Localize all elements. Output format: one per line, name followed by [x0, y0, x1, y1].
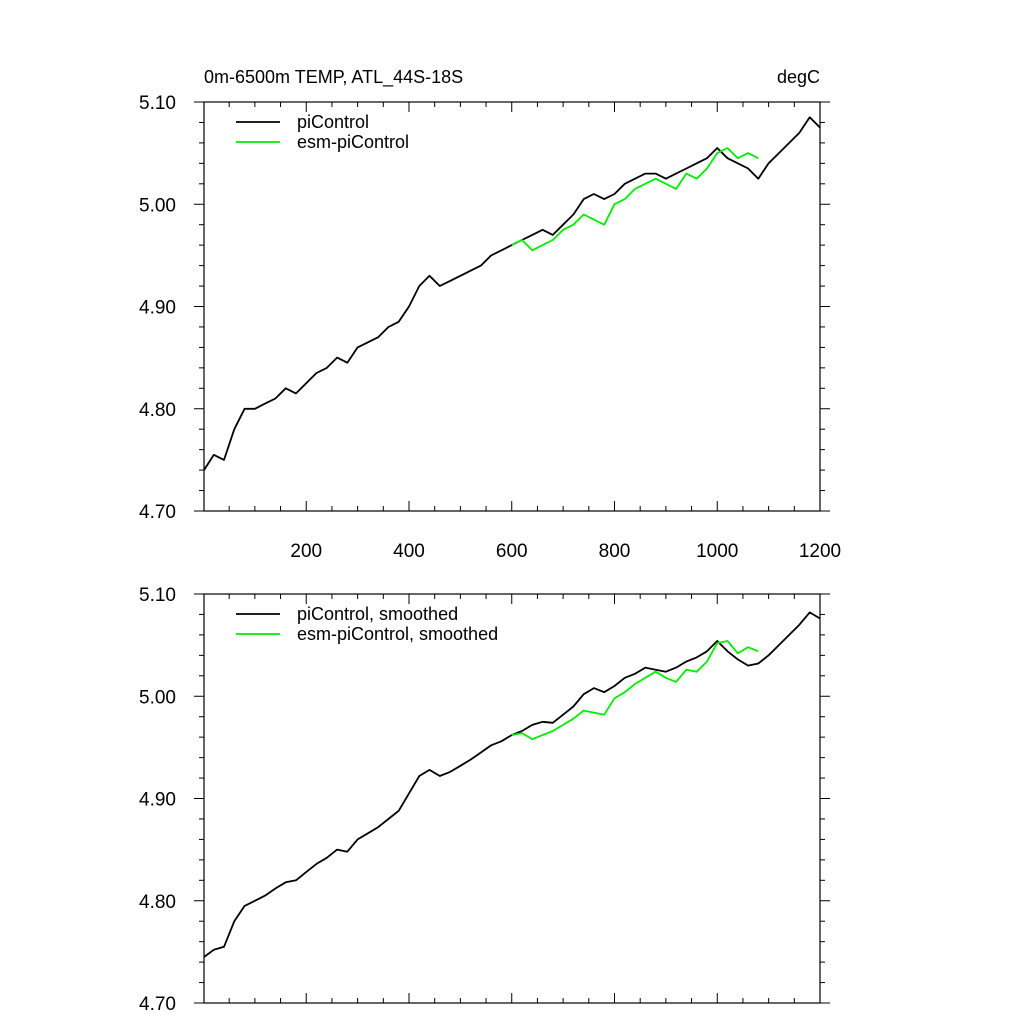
y-tick-label: 4.70: [139, 502, 176, 523]
x-tick-label: 400: [393, 541, 425, 562]
x-tick-label: 200: [290, 541, 322, 562]
chart-title: 0m-6500m TEMP, ATL_44S-18S: [204, 67, 463, 88]
series-line-esm-picontrol-smoothed: [511, 640, 759, 741]
legend-label: piControl, smoothed: [297, 604, 458, 624]
plot-frame: [203, 593, 821, 1004]
y-tick-label: 4.80: [139, 892, 176, 913]
chart-panel-top: 4.70 4.80 4.90 5.00 5.10 200 400 600 800 1000 1200…: [139, 93, 841, 562]
y-tick-label: 4.90: [139, 790, 176, 811]
series-line-esm-picontrol: [511, 147, 759, 252]
x-tick-label: 1200: [799, 541, 841, 562]
series-line-picontrol: [204, 116, 820, 471]
chart-panel-bottom: 4.70 4.80 4.90 5.00 5.10 piControl, smoothede…: [139, 585, 830, 1015]
units-label: degC: [777, 67, 820, 87]
y-tick-label: 4.80: [139, 400, 176, 421]
y-tick-label: 5.10: [139, 93, 176, 114]
y-tick-label: 4.90: [139, 298, 176, 319]
y-tick-label: 4.70: [139, 994, 176, 1015]
x-tick-label: 1000: [696, 541, 738, 562]
legend-label: esm-piControl: [297, 132, 409, 152]
plot-frame: [203, 101, 821, 512]
x-tick-label: 800: [599, 541, 631, 562]
y-tick-label: 5.00: [139, 195, 176, 216]
legend-label: esm-piControl, smoothed: [297, 624, 498, 644]
series-line-picontrol-smoothed: [204, 611, 820, 958]
x-tick-label: 600: [496, 541, 528, 562]
legend-label: piControl: [297, 112, 369, 132]
y-tick-label: 5.00: [139, 687, 176, 708]
y-tick-label: 5.10: [139, 585, 176, 606]
